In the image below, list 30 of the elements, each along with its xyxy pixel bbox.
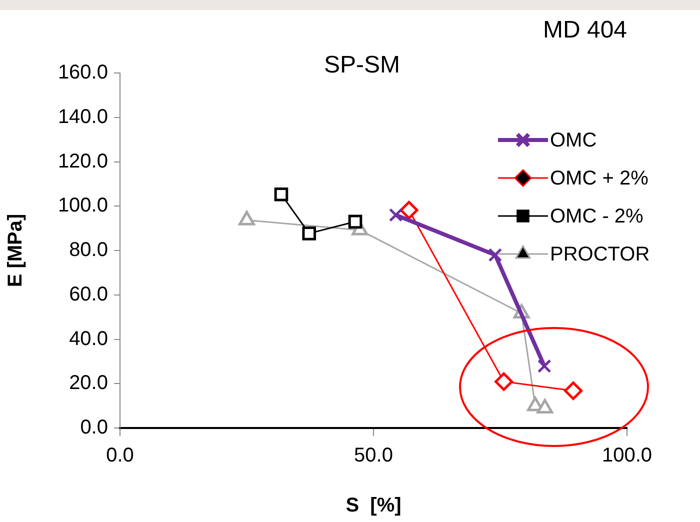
- point: [536, 399, 554, 414]
- point: [564, 381, 583, 400]
- point: [400, 200, 418, 220]
- point: [488, 248, 502, 262]
- text: MD 404: [542, 16, 628, 44]
- point: [494, 372, 514, 391]
- legend-label: PROCTOR: [550, 244, 650, 266]
- y-tick-label: 60.0: [69, 283, 108, 306]
- y-tick-label: 40.0: [69, 328, 108, 350]
- point: [537, 359, 552, 374]
- legend-label: OMC - 2%: [550, 206, 644, 228]
- x-tick-label: 0.0: [106, 444, 134, 467]
- x-axis-title: S [%]: [346, 494, 402, 517]
- y-tick-label: 120.0: [58, 150, 108, 172]
- point: [388, 208, 403, 222]
- legend-label: OMC: [550, 130, 597, 152]
- y-tick-label: 80.0: [69, 239, 108, 262]
- y-tick-label: 20.0: [69, 372, 108, 394]
- y-axis-title: E [MPa]: [4, 214, 27, 288]
- point: [348, 214, 362, 229]
- y-tick-label: 160.0: [58, 62, 108, 84]
- x-tick-label: 50.0: [354, 444, 393, 467]
- y-tick-label: 140.0: [58, 106, 108, 128]
- legend-label: OMC + 2%: [550, 168, 649, 190]
- y-tick-label: 100.0: [58, 194, 108, 217]
- point: [302, 226, 316, 240]
- chart-title: SP-SM: [324, 52, 400, 79]
- point: [274, 187, 288, 202]
- y-tick-label: 0.0: [80, 416, 108, 439]
- x-tick-label: 100.0: [602, 444, 652, 467]
